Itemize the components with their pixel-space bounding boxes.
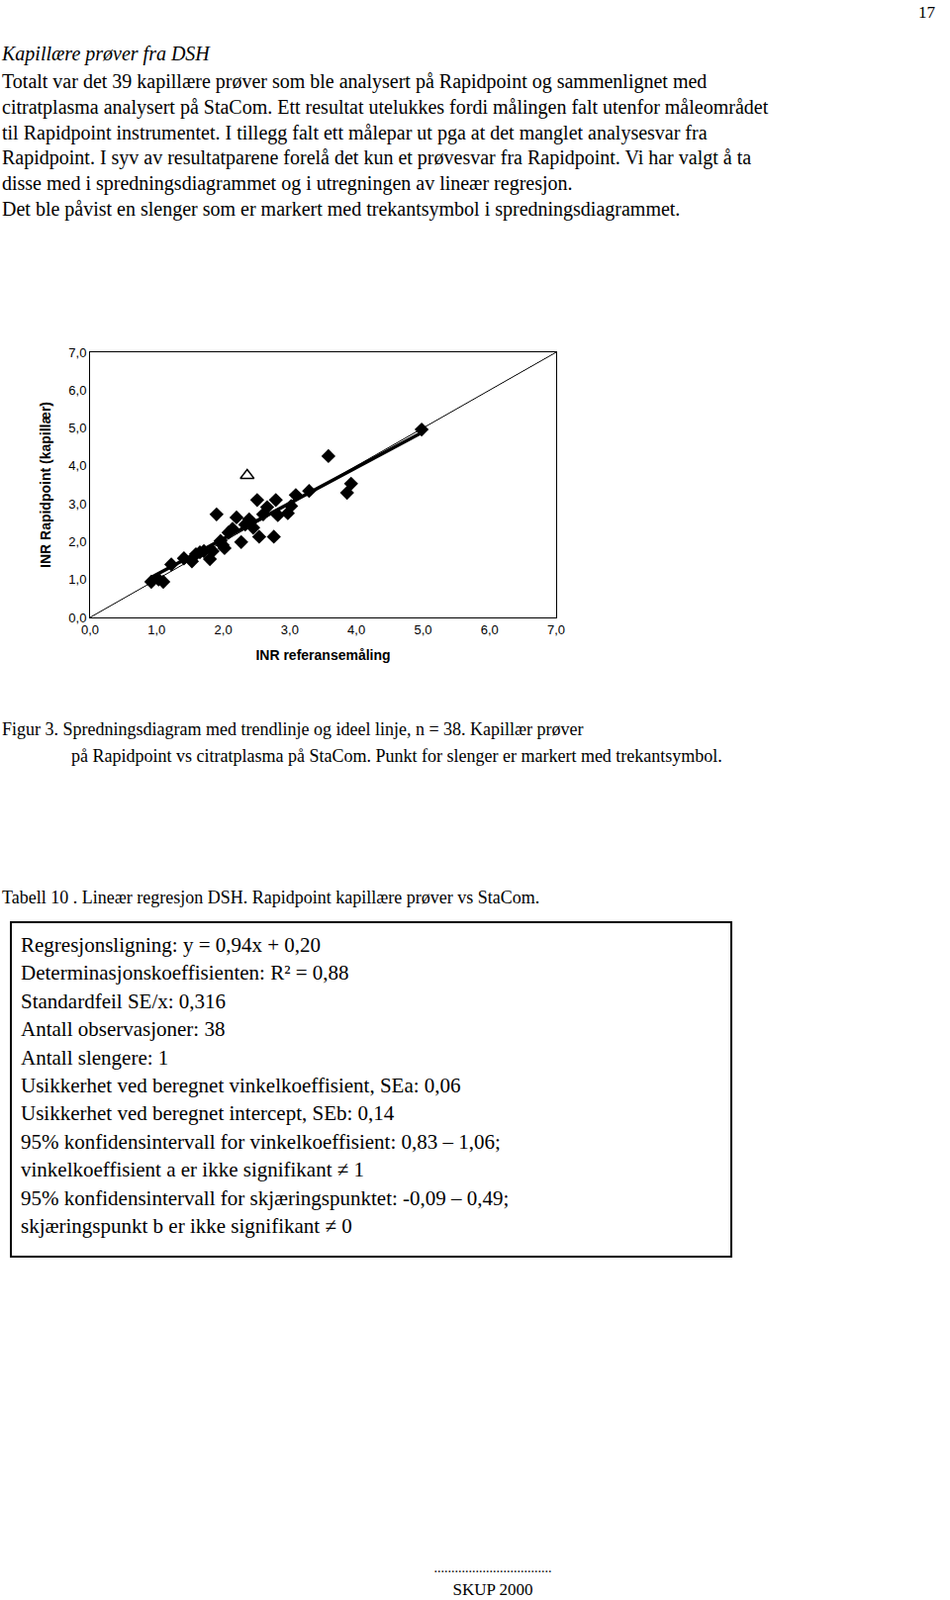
html-text:på Rapidpoint vs citratplasma: på Rapidpoint vs citratplasma på StaCom.… bbox=[71, 746, 723, 766]
svg-text:1,0: 1,0 bbox=[68, 571, 87, 587]
html-text:skjæringspunkt b er ikke signi: skjæringspunkt b er ikke signifikant ≠ 0 bbox=[20, 1214, 352, 1238]
html-text:Regresjonsligning: y = 0,94x +: Regresjonsligning: y = 0,94x + 0,20 bbox=[20, 933, 321, 957]
svg-text:3,0: 3,0 bbox=[68, 496, 87, 512]
html-text:Antall slengere: 1: Antall slengere: 1 bbox=[20, 1045, 169, 1070]
html-text:Tabell 10 . Lineær regresjon D: Tabell 10 . Lineær regresjon DSH. Rapidp… bbox=[1, 887, 540, 908]
html-text:Standardfeil SE/x: 0,316: Standardfeil SE/x: 0,316 bbox=[20, 989, 226, 1014]
html-text:til Rapidpoint instrumentet. I: til Rapidpoint instrumentet. I tillegg f… bbox=[1, 121, 708, 144]
svg-text:2,0: 2,0 bbox=[214, 622, 233, 638]
html-text:Figur 3. Spredningsdiagram med: Figur 3. Spredningsdiagram med trendlinj… bbox=[1, 719, 584, 740]
svg-text:2,0: 2,0 bbox=[68, 534, 87, 550]
html-text:Totalt var det 39 kapillære pr: Totalt var det 39 kapillære prøver som b… bbox=[1, 70, 707, 93]
html-text:95% konfidensintervall for vin: 95% konfidensintervall for vinkelkoeffis… bbox=[20, 1129, 501, 1154]
svg-text:1,0: 1,0 bbox=[147, 622, 166, 638]
svg-text:7,0: 7,0 bbox=[68, 345, 87, 361]
html-text:Usikkerhet ved beregnet interc: Usikkerhet ved beregnet intercept, SEb: … bbox=[20, 1101, 395, 1126]
html-text:Rapidpoint. I syv av resultatp: Rapidpoint. I syv av resultatparene fore… bbox=[1, 146, 752, 169]
svg-text:4,0: 4,0 bbox=[347, 622, 366, 638]
svg-text:3,0: 3,0 bbox=[281, 622, 299, 638]
html-text:SKUP 2000: SKUP 2000 bbox=[452, 1580, 533, 1600]
svg-text:6,0: 6,0 bbox=[480, 622, 499, 638]
html-text:Determinasjonskoeffisienten: R: Determinasjonskoeffisienten: R² = 0,88 bbox=[20, 961, 349, 986]
svg-text:5,0: 5,0 bbox=[68, 420, 87, 436]
html-text:Usikkerhet ved beregnet vinkel: Usikkerhet ved beregnet vinkelkoeffisien… bbox=[20, 1073, 461, 1098]
html-text:95% konfidensintervall for skj: 95% konfidensintervall for skjæringspunk… bbox=[20, 1186, 510, 1210]
html-text:vinkelkoeffisient a er ikke si: vinkelkoeffisient a er ikke signifikant … bbox=[20, 1158, 365, 1182]
svg-text:0,0: 0,0 bbox=[81, 622, 99, 638]
svg-text:0,0: 0,0 bbox=[68, 610, 87, 626]
svg-text:INR referansemåling: INR referansemåling bbox=[255, 647, 390, 664]
html-text:Det ble påvist en slenger som: Det ble påvist en slenger som er markert… bbox=[1, 197, 681, 220]
svg-text:INR Rapidpoint (kapillær): INR Rapidpoint (kapillær) bbox=[37, 401, 54, 569]
html-text:citratplasma analysert på StaC: citratplasma analysert på StaCom. Ett re… bbox=[1, 95, 769, 118]
html-text:disse med i spredningsdiagramm: disse med i spredningsdiagrammet og i ut… bbox=[1, 172, 573, 195]
svg-text:4,0: 4,0 bbox=[68, 458, 87, 474]
svg-text:6,0: 6,0 bbox=[68, 382, 87, 398]
svg-text:7,0: 7,0 bbox=[547, 622, 566, 638]
svg-text:5,0: 5,0 bbox=[413, 622, 432, 638]
html-text:17: 17 bbox=[918, 2, 936, 22]
html-text:Kapillære prøver fra DSH: Kapillære prøver fra DSH bbox=[1, 42, 210, 65]
html-text:Antall observasjoner: 38: Antall observasjoner: 38 bbox=[20, 1017, 226, 1042]
